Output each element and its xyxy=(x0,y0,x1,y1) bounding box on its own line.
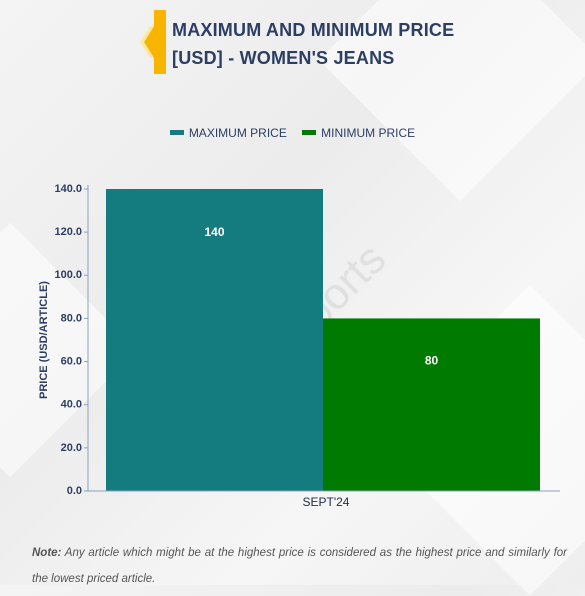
bar-min xyxy=(323,318,540,491)
chart-title-line2: [USD] - WOMEN'S JEANS xyxy=(172,48,395,68)
y-tick-label: 0.0 xyxy=(67,485,82,497)
legend-item-min: MINIMUM PRICE xyxy=(302,126,415,140)
chart-legend: MAXIMUM PRICE MINIMUM PRICE xyxy=(0,124,585,140)
chart-header: MAXIMUM AND MINIMUM PRICE [USD] - WOMEN'… xyxy=(136,8,566,78)
data-label-max: 140 xyxy=(204,225,224,239)
y-tick-label: 20.0 xyxy=(61,442,82,454)
legend-swatch-max xyxy=(169,130,184,135)
bar-max xyxy=(106,189,323,491)
legend-item-max: MAXIMUM PRICE xyxy=(169,125,287,140)
chart-title-line1: MAXIMUM AND MINIMUM PRICE xyxy=(172,20,455,40)
note: Note: Any article which might be at the … xyxy=(32,540,567,592)
y-tick-label: 80.0 xyxy=(61,312,82,324)
x-tick-label: SEPT'24 xyxy=(303,495,350,509)
data-label-min: 80 xyxy=(425,354,439,368)
y-tick-label: 60.0 xyxy=(61,355,82,367)
y-axis-title: PRICE (USD/ARTICLE) xyxy=(38,281,50,399)
legend-label-max: MAXIMUM PRICE xyxy=(188,125,287,140)
legend-swatch-min xyxy=(302,130,317,135)
y-tick-label: 40.0 xyxy=(61,399,82,411)
chevron-left-icon xyxy=(140,10,166,74)
chart-title: MAXIMUM AND MINIMUM PRICE [USD] - WOMEN'… xyxy=(172,16,454,72)
note-text: Any article which might be at the highes… xyxy=(32,547,567,585)
note-label: Note: xyxy=(32,547,62,559)
y-tick-label: 120.0 xyxy=(54,226,82,238)
y-tick-label: 140.0 xyxy=(54,183,82,195)
y-tick-label: 100.0 xyxy=(54,269,82,281)
legend-label-min: MINIMUM PRICE xyxy=(321,125,416,140)
